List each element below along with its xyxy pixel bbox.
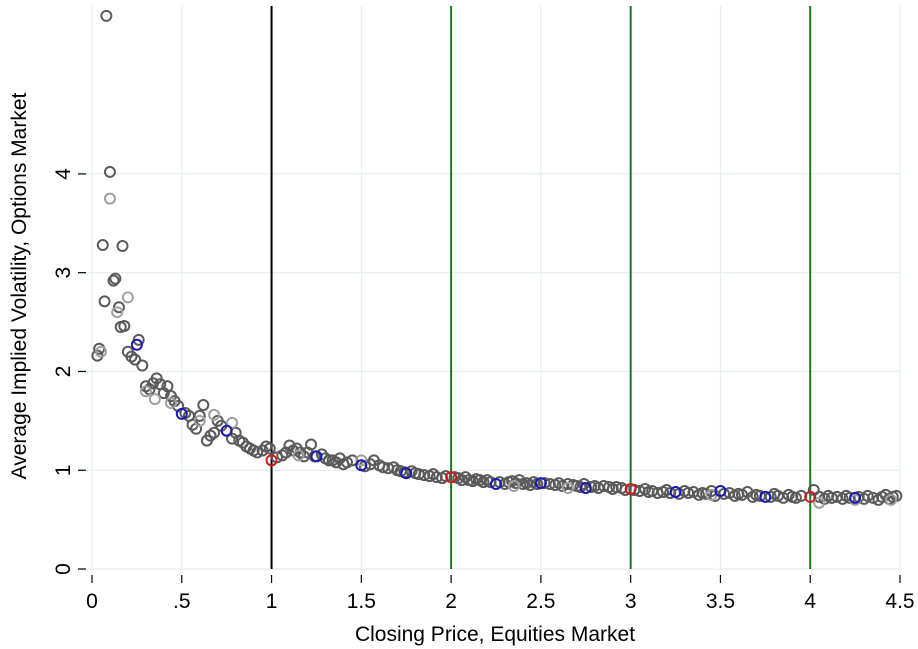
y-tick-label: 1 xyxy=(52,464,75,476)
data-point xyxy=(265,454,278,467)
data-point xyxy=(150,372,163,385)
data-point xyxy=(624,482,637,495)
data-point xyxy=(346,454,359,467)
data-point xyxy=(175,407,188,420)
data-point xyxy=(193,409,206,422)
data-point xyxy=(130,338,143,351)
data-point xyxy=(136,359,149,372)
x-tick-label: 3.5 xyxy=(706,590,735,613)
data-point xyxy=(107,274,120,287)
data-point xyxy=(251,446,264,459)
data-point xyxy=(220,424,233,437)
y-tick-label: 3 xyxy=(52,267,75,279)
x-axis-title: Closing Price, Equities Market xyxy=(355,623,635,646)
data-point xyxy=(561,482,574,495)
data-point xyxy=(619,483,632,496)
x-tick-label: 1.5 xyxy=(347,590,376,613)
data-point xyxy=(109,272,122,285)
data-point xyxy=(445,471,458,484)
data-point xyxy=(804,490,817,503)
data-point xyxy=(759,490,772,503)
data-point xyxy=(885,493,898,506)
axes: 0 1 2 3 4 0 .5 1 1.5 2 2.5 3 3.5 4 4.5 xyxy=(52,168,915,613)
data-point xyxy=(849,491,862,504)
data-point xyxy=(103,192,116,205)
data-point xyxy=(193,414,206,427)
data-point xyxy=(204,429,217,442)
data-point xyxy=(682,486,695,499)
data-point xyxy=(161,380,174,393)
data-point xyxy=(100,9,113,22)
data-point xyxy=(276,449,289,462)
data-point xyxy=(718,487,731,500)
x-tick-label: 4 xyxy=(804,590,816,613)
data-point xyxy=(98,295,111,308)
data-point xyxy=(639,482,652,495)
data-point xyxy=(714,484,727,497)
data-point xyxy=(96,239,109,252)
data-point xyxy=(111,306,124,319)
data-point xyxy=(103,165,116,178)
x-tick-label: 0 xyxy=(86,590,98,613)
x-tick-label: 2 xyxy=(445,590,457,613)
y-tick-label: 0 xyxy=(52,563,75,575)
data-point xyxy=(305,438,318,451)
data-point xyxy=(139,380,152,393)
x-tick-label: .5 xyxy=(173,590,191,613)
data-point xyxy=(484,476,497,489)
data-point xyxy=(148,393,161,406)
data-point xyxy=(139,385,152,398)
x-tick-label: 3 xyxy=(625,590,637,613)
data-point xyxy=(355,459,368,472)
x-tick-label: 4.5 xyxy=(885,590,914,613)
data-point xyxy=(279,446,292,459)
data-point xyxy=(400,467,413,480)
x-tick-label: 2.5 xyxy=(526,590,555,613)
data-point xyxy=(340,456,353,469)
y-tick-label: 2 xyxy=(52,366,75,378)
data-point xyxy=(490,478,502,491)
data-point xyxy=(764,490,777,503)
data-point xyxy=(534,477,547,490)
data-points xyxy=(91,9,903,509)
data-point xyxy=(116,240,129,253)
data-point xyxy=(524,479,537,492)
data-point xyxy=(310,450,323,463)
data-point xyxy=(121,291,134,304)
data-point xyxy=(355,454,368,467)
y-tick-label: 4 xyxy=(52,168,75,180)
data-point xyxy=(125,350,138,363)
data-point xyxy=(507,480,520,493)
data-point xyxy=(157,387,170,400)
data-point xyxy=(208,408,221,421)
data-point xyxy=(813,496,826,509)
data-point xyxy=(129,353,142,366)
data-point xyxy=(789,491,802,504)
x-tick-label: 1 xyxy=(266,590,278,613)
data-point xyxy=(226,432,239,445)
data-point xyxy=(118,320,131,333)
data-point xyxy=(197,399,210,412)
data-point xyxy=(94,345,107,358)
data-point xyxy=(836,492,849,505)
data-point xyxy=(579,482,592,495)
data-point xyxy=(226,416,239,429)
data-point xyxy=(669,485,682,498)
data-point xyxy=(292,449,305,462)
data-point xyxy=(412,468,425,481)
data-point xyxy=(323,454,336,467)
data-point xyxy=(208,426,221,439)
y-axis-title: Average Implied Volatility, Options Mark… xyxy=(8,92,31,479)
data-point xyxy=(861,489,874,502)
data-point xyxy=(165,397,178,410)
data-point xyxy=(538,477,551,490)
data-point xyxy=(263,442,276,455)
